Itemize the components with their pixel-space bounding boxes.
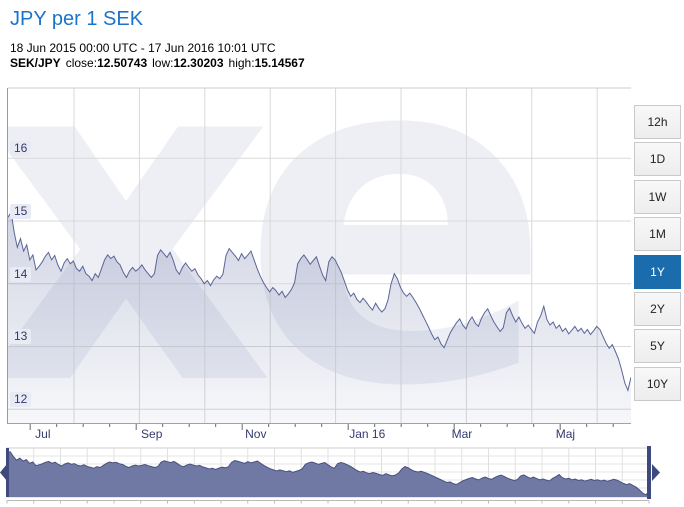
range-button-10y[interactable]: 10Y	[634, 366, 681, 401]
navigator-right-bar[interactable]	[647, 446, 651, 499]
close-value: 12.50743	[97, 56, 148, 70]
x-axis-label: Maj	[555, 427, 576, 441]
y-axis-label: 16	[10, 141, 32, 157]
x-axis-label: Nov	[245, 427, 267, 441]
navigator-line	[6, 451, 650, 496]
ohlc-summary: SEK/JPY close:12.50743 low:12.30203 high:15…	[10, 56, 305, 70]
high-label: high:	[228, 56, 255, 70]
navigator[interactable]	[7, 448, 649, 497]
x-axis-label: Jan 16	[349, 427, 386, 441]
range-selector: 12h 1D 1W 1M 1Y 2Y 5Y 10Y	[634, 105, 681, 404]
x-axis-label: Mar	[451, 427, 473, 441]
navigator-left-bar[interactable]	[6, 448, 9, 497]
price-line-series	[8, 210, 631, 393]
navigator-left-handle[interactable]	[0, 464, 7, 481]
low-value: 12.30203	[173, 56, 224, 70]
range-button-1w[interactable]: 1W	[634, 179, 681, 214]
page-title: JPY per 1 SEK	[10, 8, 144, 30]
high-value: 15.14567	[254, 56, 305, 70]
navigator-right-handle[interactable]	[652, 464, 660, 481]
x-axis	[7, 423, 631, 430]
price-area-fill	[8, 212, 631, 423]
date-range-subtitle: 18 Jun 2015 00:00 UTC - 17 Jun 2016 10:0…	[10, 41, 276, 55]
range-button-5y[interactable]: 5Y	[634, 329, 681, 364]
range-button-1y[interactable]: 1Y	[634, 254, 681, 289]
y-axis-label: 15	[10, 203, 32, 219]
x-axis-label: Sep	[141, 427, 163, 441]
x-axis-label: Jul	[35, 427, 51, 441]
navigator-axis	[6, 500, 650, 504]
range-button-1m[interactable]: 1M	[634, 217, 681, 252]
y-axis-label: 14	[10, 266, 32, 282]
range-button-1d[interactable]: 1D	[634, 142, 681, 177]
range-button-2y[interactable]: 2Y	[634, 291, 681, 326]
low-label: low:	[152, 56, 174, 70]
plot-area[interactable]	[8, 88, 632, 423]
navigator-area-fill	[7, 451, 649, 497]
y-axis-label: 12	[10, 392, 32, 408]
pair-label: SEK/JPY	[10, 56, 61, 70]
y-axis-label: 13	[10, 329, 32, 345]
range-button-12h[interactable]: 12h	[634, 105, 681, 139]
close-label: close:	[65, 56, 98, 70]
